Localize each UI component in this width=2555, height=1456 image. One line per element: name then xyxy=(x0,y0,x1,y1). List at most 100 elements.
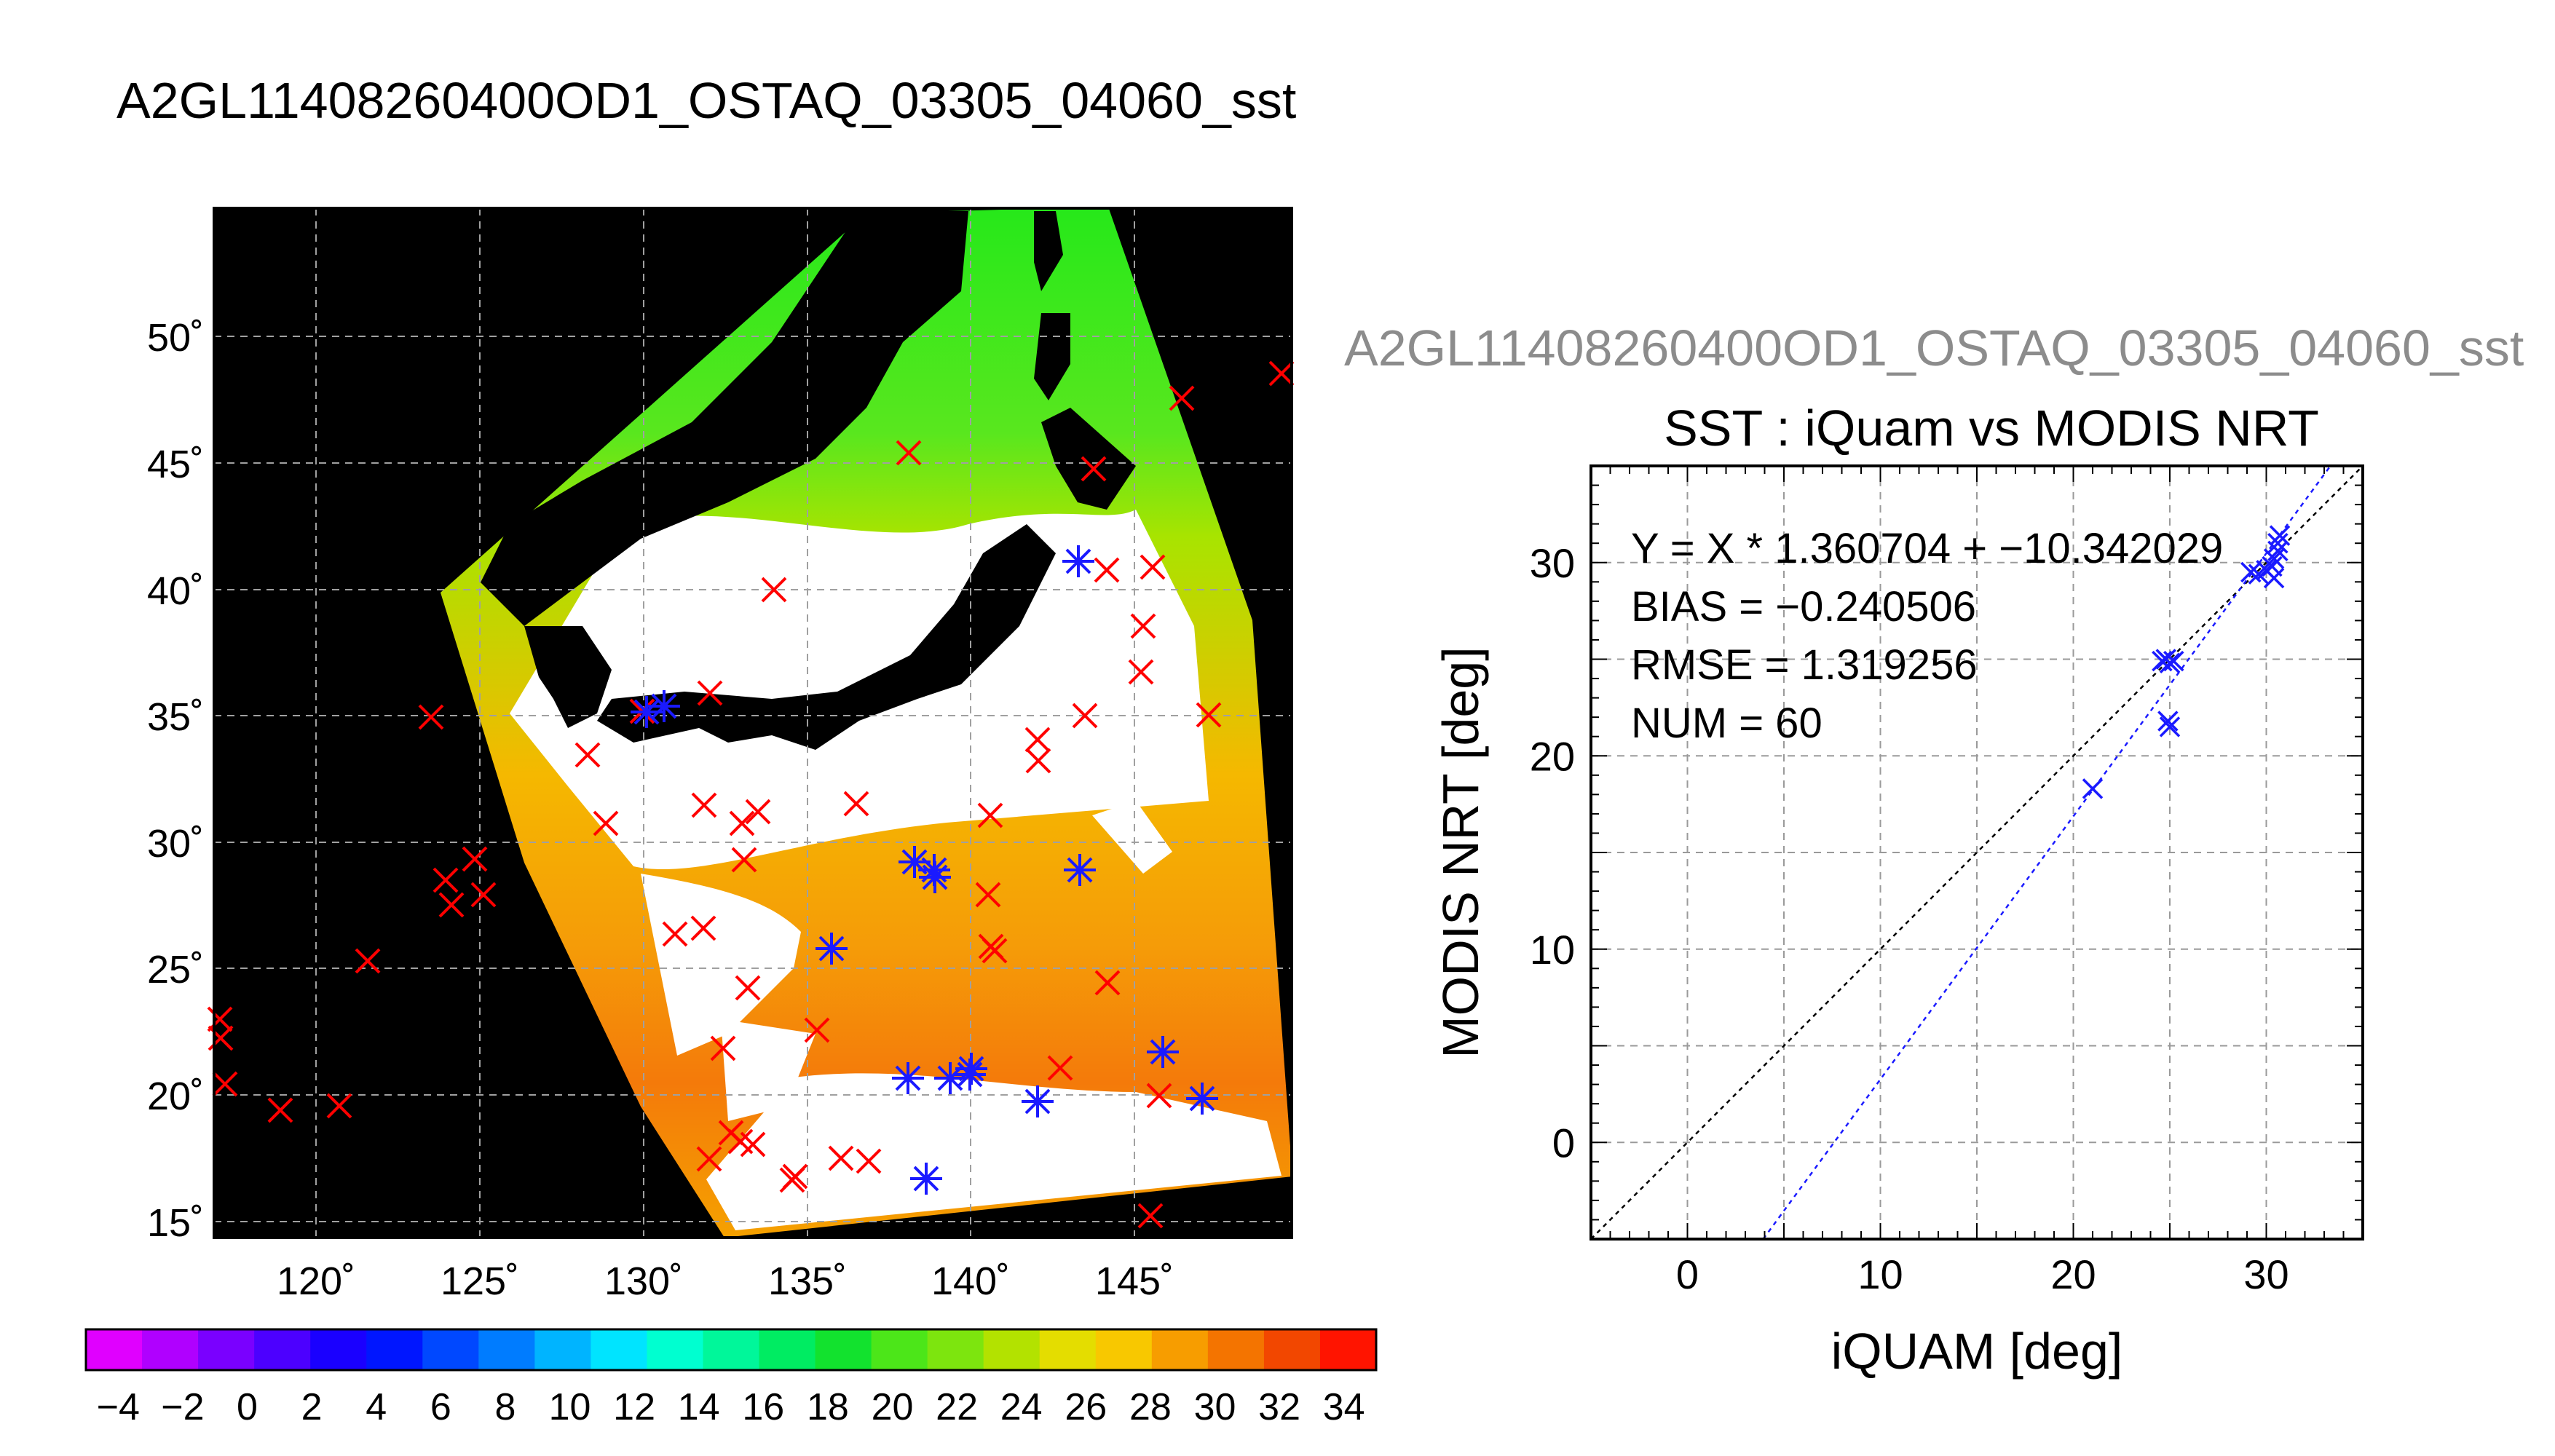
map-marker-red xyxy=(1094,557,1120,583)
colorbar-tick-label: 30 xyxy=(1194,1386,1236,1428)
map-marker-red xyxy=(1128,659,1154,685)
map-lat-tick: 15˚ xyxy=(147,1201,204,1245)
colorbar-segment xyxy=(759,1329,816,1370)
scatter-subtitle: A2GL11408260400OD1_OSTAQ_03305_04060_sst xyxy=(1344,320,2524,376)
colorbar-tick-label: 2 xyxy=(301,1386,323,1428)
stat-annotation: NUM = 60 xyxy=(1631,700,1823,747)
map-marker-red xyxy=(727,1128,754,1155)
map-marker-red xyxy=(1140,554,1166,580)
map-lat-tick: 30˚ xyxy=(147,822,204,866)
colorbar-tick-label: 18 xyxy=(807,1386,849,1428)
stat-annotation: BIAS = −0.240506 xyxy=(1631,583,1976,630)
colorbar-tick-label: 16 xyxy=(742,1386,784,1428)
fit-line xyxy=(1762,465,2331,1240)
y-tick-label: 20 xyxy=(1530,733,1575,779)
map-marker-red xyxy=(731,847,757,873)
colorbar-frame xyxy=(84,1328,1378,1372)
colorbar-segment xyxy=(1319,1329,1377,1370)
map-marker-red xyxy=(1072,703,1098,729)
colorbar-segment xyxy=(198,1329,255,1370)
colorbar-tick-label: 10 xyxy=(549,1386,591,1428)
colorbar-segment xyxy=(815,1329,872,1370)
map-marker-red xyxy=(804,1017,830,1043)
colorbar-tick-label: 0 xyxy=(237,1386,258,1428)
scatter-point-stroke xyxy=(2159,716,2181,737)
map-lon-tick: 130˚ xyxy=(604,1259,683,1303)
map-marker-red xyxy=(470,882,497,908)
map-marker-red xyxy=(212,1071,238,1097)
colorbar-segment xyxy=(1039,1329,1097,1370)
map-marker-red xyxy=(710,1035,736,1061)
y-tick-label: 10 xyxy=(1530,927,1575,973)
y-axis-label: MODIS NRT [deg] xyxy=(1432,646,1489,1058)
colorbar-tick-label: 28 xyxy=(1129,1386,1172,1428)
map-marker-red xyxy=(1094,970,1121,996)
map-marker-red xyxy=(462,846,488,872)
map-marker-red xyxy=(1081,456,1107,482)
stat-annotation: Y = X * 1.360704 + −10.342029 xyxy=(1631,525,2223,572)
colorbar-tick-label: 4 xyxy=(366,1386,387,1428)
map-marker-red xyxy=(326,1093,352,1119)
scatter-point-stroke xyxy=(2163,650,2184,672)
colorbar-segment xyxy=(927,1329,984,1370)
map-marker-red xyxy=(438,892,465,918)
map-marker-red xyxy=(1196,702,1222,728)
map-marker-red xyxy=(1130,613,1156,639)
map-lon-tick: 120˚ xyxy=(277,1259,355,1303)
map-marker-red xyxy=(691,792,717,818)
stat-annotation: RMSE = 1.319256 xyxy=(1631,641,1978,689)
colorbar-segment xyxy=(647,1329,704,1370)
colorbar-segment xyxy=(591,1329,648,1370)
colorbar-tick-label: 12 xyxy=(613,1386,655,1428)
map-marker-red xyxy=(1047,1055,1073,1081)
map-marker-red xyxy=(782,1163,808,1190)
x-tick-label: 10 xyxy=(1857,1251,1903,1297)
map-marker-red xyxy=(843,791,869,817)
map-marker-red xyxy=(982,938,1008,964)
y-tick-label: 30 xyxy=(1530,540,1575,586)
map-marker-red xyxy=(207,1006,233,1032)
map-marker-red xyxy=(1025,748,1051,774)
land-mass xyxy=(481,211,1136,750)
scatter-point xyxy=(2269,525,2291,546)
map-marker-red xyxy=(574,742,601,768)
map-lat-tick: 50˚ xyxy=(147,316,204,360)
colorbar-tick-label: 20 xyxy=(872,1386,914,1428)
x-tick-label: 30 xyxy=(2243,1251,2289,1297)
scatter-point xyxy=(2082,778,2104,799)
map-marker-red xyxy=(697,680,723,706)
scatter-point xyxy=(2263,567,2285,589)
scatter-point-stroke xyxy=(2269,525,2291,546)
scatter-point-stroke xyxy=(2262,555,2283,577)
scatter-title: SST : iQuam vs MODIS NRT xyxy=(1664,400,2319,456)
colorbar-segment xyxy=(366,1329,423,1370)
one-to-one-line xyxy=(1590,465,2364,1240)
scatter-point xyxy=(2267,532,2289,554)
map-marker-red xyxy=(593,810,619,836)
map-marker-red xyxy=(735,975,761,1001)
colorbar-segment xyxy=(1095,1329,1153,1370)
map-lon-tick: 145˚ xyxy=(1095,1259,1174,1303)
scatter-point-stroke xyxy=(2267,532,2289,554)
colorbar-segment xyxy=(310,1329,367,1370)
scatter-point xyxy=(2159,652,2181,674)
colorbar-segment xyxy=(1151,1329,1209,1370)
colorbar-tick-label: −4 xyxy=(97,1386,140,1428)
map-lat-tick: 40˚ xyxy=(147,569,204,613)
scatter-point-stroke xyxy=(2082,778,2104,799)
colorbar-tick-label: 24 xyxy=(1000,1386,1043,1428)
colorbar-tick-label: 14 xyxy=(678,1386,720,1428)
scatter-point xyxy=(2159,716,2181,737)
colorbar-segment xyxy=(983,1329,1040,1370)
colorbar-segment xyxy=(422,1329,479,1370)
colorbar-segment xyxy=(254,1329,311,1370)
y-tick-label: 0 xyxy=(1552,1120,1575,1166)
colorbar-segment xyxy=(703,1329,760,1370)
map-marker-red xyxy=(729,810,755,836)
colorbar-tick-label: 32 xyxy=(1258,1386,1300,1428)
map-marker-red xyxy=(1169,385,1195,411)
map-lat-tick: 35˚ xyxy=(147,695,204,739)
map-marker-red xyxy=(1024,727,1051,753)
